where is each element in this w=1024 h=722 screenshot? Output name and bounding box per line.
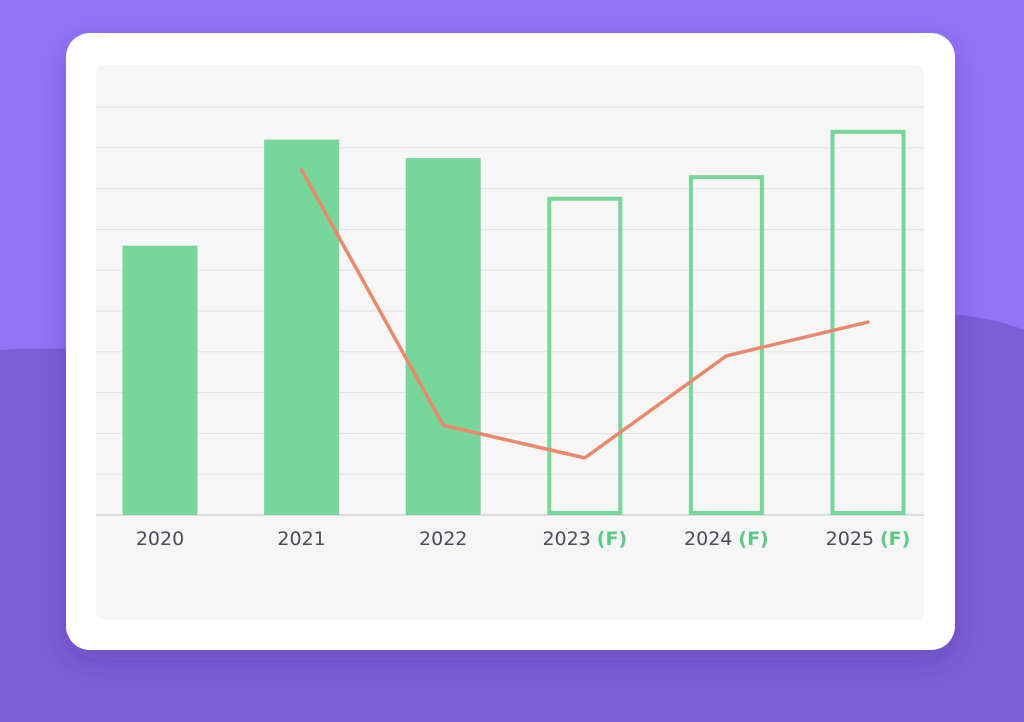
x-tick-year: 2025	[826, 528, 874, 550]
x-tick-year: 2021	[277, 528, 325, 550]
forecast-bar	[830, 129, 906, 516]
forecast-marker: (F)	[880, 528, 910, 550]
bar	[264, 139, 340, 515]
x-tick-label: 2024 (F)	[684, 528, 769, 550]
bar	[405, 158, 481, 515]
x-tick-label: 2025 (F)	[826, 528, 911, 550]
x-tick-year: 2024	[684, 528, 732, 550]
x-tick-label: 2021	[277, 528, 325, 550]
forecast-bar	[547, 196, 623, 515]
forecast-marker: (F)	[738, 528, 768, 550]
forecast-marker: (F)	[597, 528, 627, 550]
forecast-bar	[688, 175, 764, 516]
x-tick-label: 2020	[136, 528, 184, 550]
x-tick-label: 2022	[419, 528, 467, 550]
x-tick-year: 2023	[542, 528, 590, 550]
x-tick-year: 2022	[419, 528, 467, 550]
bar	[122, 245, 198, 515]
line	[299, 168, 870, 460]
x-tick-year: 2020	[136, 528, 184, 550]
x-tick-label: 2023 (F)	[542, 528, 627, 550]
